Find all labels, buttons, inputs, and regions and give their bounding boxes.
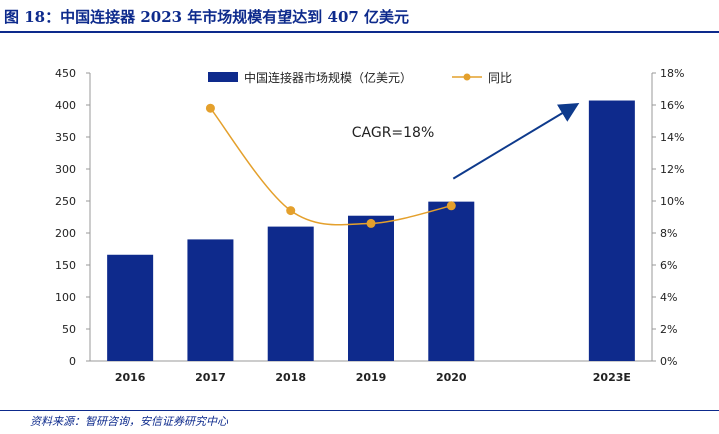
cagr-annotation: CAGR=18% (352, 125, 435, 141)
right-tick-label: 12% (660, 163, 684, 176)
x-tick-label: 2016 (115, 371, 146, 384)
right-tick-label: 16% (660, 99, 684, 112)
left-tick-label: 150 (55, 259, 76, 272)
right-tick-label: 4% (660, 291, 677, 304)
x-tick-label: 2017 (195, 371, 226, 384)
right-tick-label: 2% (660, 323, 677, 336)
source-note: 资料来源：智研咨询，安信证券研究中心 (30, 415, 228, 428)
legend-label-bar: 中国连接器市场规模（亿美元） (244, 70, 412, 85)
growth-point (205, 103, 215, 113)
x-tick-label: 2019 (356, 371, 387, 384)
legend-swatch-point (463, 73, 471, 81)
right-tick-label: 18% (660, 67, 684, 80)
left-tick-label: 0 (69, 355, 76, 368)
bar-2020 (428, 201, 475, 361)
source-divider (0, 410, 719, 411)
title-divider (0, 31, 719, 33)
left-tick-label: 350 (55, 131, 76, 144)
bar-2018 (267, 226, 314, 361)
growth-line (209, 107, 452, 226)
right-tick-label: 14% (660, 131, 684, 144)
x-tick-label: 2023E (593, 371, 631, 384)
legend-swatch-bar (208, 72, 238, 82)
cagr-arrow (452, 102, 580, 180)
bar-2023E (588, 100, 635, 362)
left-tick-label: 200 (55, 227, 76, 240)
right-tick-label: 6% (660, 259, 677, 272)
growth-point (366, 218, 376, 228)
growth-point (286, 206, 296, 216)
growth-point (446, 201, 456, 211)
left-tick-label: 100 (55, 291, 76, 304)
left-tick-label: 450 (55, 67, 76, 80)
left-tick-label: 300 (55, 163, 76, 176)
bar-2016 (107, 254, 154, 361)
x-tick-label: 2020 (436, 371, 467, 384)
right-tick-label: 8% (660, 227, 677, 240)
x-tick-label: 2018 (275, 371, 306, 384)
bar-2017 (187, 239, 234, 361)
left-tick-label: 250 (55, 195, 76, 208)
legend-label-line: 同比 (488, 71, 512, 85)
right-tick-label: 10% (660, 195, 684, 208)
chart: 0 50 100 150 200 250 300 350 400 450 0% 2% 4% 6% 8% 10%… (55, 67, 684, 384)
left-tick-label: 400 (55, 99, 76, 112)
figure-title: 图 18：中国连接器 2023 年市场规模有望达到 407 亿美元 (4, 8, 410, 26)
right-tick-label: 0% (660, 355, 677, 368)
left-tick-label: 50 (62, 323, 76, 336)
bar-2019 (348, 215, 394, 361)
